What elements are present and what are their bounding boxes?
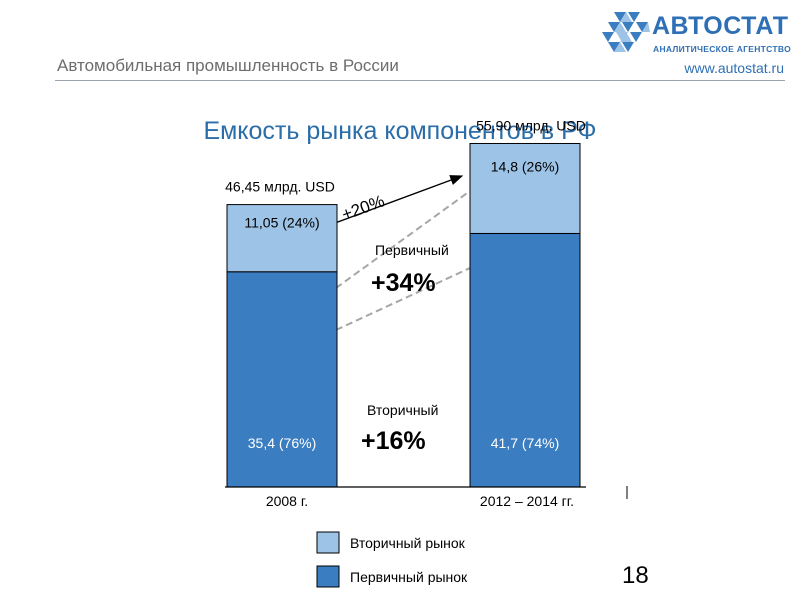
legend-swatch-secondary [316,531,340,554]
legend-label-primary: Первичный рынок [350,569,468,585]
logo-name: АВТОСТАТ [652,12,789,40]
category-label-2008: 2008 г. [266,493,308,509]
triangle-mosaic-logo-icon [602,12,650,52]
bar-2008-primary [226,271,338,488]
header-divider [55,80,785,81]
slide-title: Емкость рынка компонентов в РФ [203,117,597,145]
lower-segment-name: Вторичный [367,402,438,418]
category-label-2012-2014: 2012 – 2014 гг. [480,493,574,509]
site-url-link[interactable]: www.autostat.ru [684,60,784,76]
upper-segment-name: Первичный [375,242,449,258]
bar-2012-2014-primary-label: 41,7 (74%) [491,435,559,451]
bar-2012-2014-primary [469,232,581,488]
upper-segment-growth: +34% [371,269,436,297]
logo-subtitle: АНАЛИТИЧЕСКОЕ АГЕНТСТВО [653,44,792,54]
bar-2008-total-label: 46,45 млрд. USD [225,179,335,195]
legend-label-secondary: Вторичный рынок [350,535,466,551]
header-title: Автомобильная промышленность в России [57,56,399,75]
connector-top-line [335,190,471,289]
lower-segment-growth: +16% [361,427,426,455]
bar-2012-2014-secondary-label: 14,8 (26%) [491,158,559,174]
connector-mid-line [335,267,471,331]
page-number: 18 [622,562,649,589]
total-growth-label: +20% [339,191,387,224]
bar-2012-2014-total-label: 55,90 млрд. USD [476,117,586,133]
bar-2008-primary-label: 35,4 (76%) [248,435,316,451]
bar-2012-2014-secondary [469,142,581,234]
bar-2008-secondary [226,204,338,273]
bar-2008-secondary-label: 11,05 (24%) [244,215,319,231]
legend-swatch-primary [316,565,340,588]
